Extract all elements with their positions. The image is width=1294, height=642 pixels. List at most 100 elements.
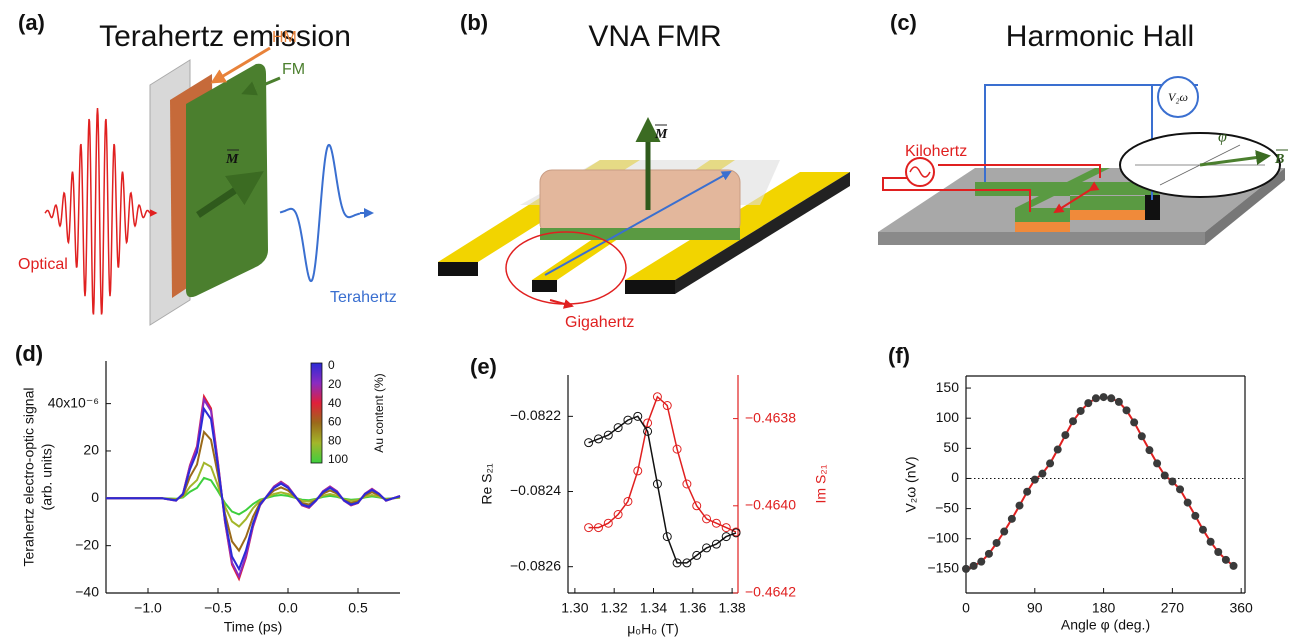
colorbar xyxy=(311,363,322,463)
data-point xyxy=(1168,477,1176,485)
y-tick-label: −50 xyxy=(935,499,959,515)
data-point xyxy=(1008,515,1016,523)
y-tick-label: −0.0826 xyxy=(510,557,561,573)
legend-label: 20 xyxy=(328,377,342,391)
hm-label: HM xyxy=(272,29,297,46)
m-label: M xyxy=(654,127,668,142)
data-point xyxy=(1176,485,1184,493)
data-point xyxy=(1184,499,1192,507)
y-tick-label: 0 xyxy=(91,489,99,505)
data-point xyxy=(1054,446,1062,454)
y-tick-label: −20 xyxy=(75,536,99,552)
x-tick-label: 270 xyxy=(1161,600,1185,616)
data-point xyxy=(1199,526,1207,534)
kilohertz-label: Kilohertz xyxy=(905,143,967,160)
data-point xyxy=(1061,431,1069,439)
data-line xyxy=(106,400,400,577)
x-tick-label: 1.34 xyxy=(640,600,667,616)
data-point xyxy=(1077,407,1085,415)
y-tick-label: −100 xyxy=(927,529,959,545)
y2-tick-label: −0.4638 xyxy=(745,409,796,425)
legend-label: 40 xyxy=(328,396,342,410)
data-point xyxy=(970,562,978,570)
data-point xyxy=(1046,459,1054,467)
x-tick-label: 1.36 xyxy=(679,600,706,616)
data-point xyxy=(985,550,993,558)
legend-label: 60 xyxy=(328,415,342,429)
legend-label: 100 xyxy=(328,452,348,466)
diagram-b: (b) VNA FMR M Gigahertz xyxy=(438,10,850,331)
x-tick-label: −1.0 xyxy=(134,600,162,616)
data-point xyxy=(993,539,1001,547)
data-point xyxy=(962,565,970,573)
figure: (a) Terahertz emission HM FM M Optical T… xyxy=(0,0,1294,642)
data-point xyxy=(1069,417,1077,425)
y-tick-label: 150 xyxy=(936,379,960,395)
signal-edge xyxy=(532,280,557,292)
legend-label: 0 xyxy=(328,358,335,372)
data-point xyxy=(1145,446,1153,454)
data-point xyxy=(1130,418,1138,426)
fm-label: FM xyxy=(282,61,305,78)
y-tick-label: 50 xyxy=(943,439,959,455)
y-tick-label: 40x10⁻⁶ xyxy=(48,394,99,410)
data-point xyxy=(1138,432,1146,440)
data-line xyxy=(106,397,400,579)
data-point xyxy=(977,558,985,566)
data-point xyxy=(1222,556,1230,564)
data-point xyxy=(1084,399,1092,407)
y-axis-label: V₂ω (nV) xyxy=(903,456,919,512)
y-tick-label: −0.0824 xyxy=(510,482,561,498)
b-label: B xyxy=(1274,152,1284,167)
v-label: V₂ω xyxy=(1168,90,1188,104)
phi-label: φ xyxy=(1218,129,1227,146)
x-tick-label: 0 xyxy=(962,600,970,616)
panel-label: (a) xyxy=(18,10,45,35)
x-tick-label: 0.0 xyxy=(278,600,298,616)
m-label: M xyxy=(225,152,239,167)
colorbar-label: Au content (%) xyxy=(372,373,386,452)
panel-label: (f) xyxy=(888,343,910,368)
terahertz-label: Terahertz xyxy=(330,289,397,306)
y2-tick-label: −0.4642 xyxy=(745,584,796,600)
panel-label: (b) xyxy=(460,10,488,35)
data-point xyxy=(1161,471,1169,479)
gigahertz-label: Gigahertz xyxy=(565,314,634,331)
data-point xyxy=(1038,470,1046,478)
data-line xyxy=(966,397,1234,569)
y-tick-label: 100 xyxy=(936,409,960,425)
y-tick-label: −40 xyxy=(75,584,99,600)
terahertz-pulse xyxy=(280,145,360,281)
y-axis-label: Terahertz electro-optic signal xyxy=(21,388,37,567)
x-tick-label: 1.32 xyxy=(601,600,628,616)
data-point xyxy=(1191,512,1199,520)
bilayer xyxy=(540,170,740,235)
x-tick-label: 360 xyxy=(1229,600,1253,616)
x-tick-label: 0.5 xyxy=(348,600,368,616)
data-point xyxy=(1123,406,1131,414)
y2-tick-label: −0.4640 xyxy=(745,497,796,513)
y-tick-label: −150 xyxy=(927,560,959,576)
y2-axis-label: Im S₂₁ xyxy=(813,464,829,503)
x-tick-label: 180 xyxy=(1092,600,1116,616)
panel-title: VNA FMR xyxy=(588,20,721,53)
ground-edge xyxy=(625,280,675,294)
data-point xyxy=(1107,394,1115,402)
diagram-c: (c) Harmonic Hall V₂ω Kilohertz φ B xyxy=(878,10,1288,245)
hall-cross xyxy=(1015,208,1070,222)
fm-edge xyxy=(540,228,740,240)
substrate-front xyxy=(878,232,1205,245)
diagram-a: (a) Terahertz emission HM FM M Optical T… xyxy=(18,10,397,325)
hm-layer xyxy=(1015,222,1070,232)
data-line xyxy=(106,409,400,569)
data-point xyxy=(1023,488,1031,496)
y-tick-label: 0 xyxy=(951,469,959,485)
data-point xyxy=(1207,538,1215,546)
optical-label: Optical xyxy=(18,256,68,273)
data-line xyxy=(106,432,400,551)
x-tick-label: −0.5 xyxy=(204,600,232,616)
panel-label: (d) xyxy=(15,341,43,366)
x-tick-label: 1.38 xyxy=(718,600,745,616)
y-axis-label: (arb. units) xyxy=(39,444,55,511)
x-axis-label: μ₀H₀ (T) xyxy=(627,621,679,637)
